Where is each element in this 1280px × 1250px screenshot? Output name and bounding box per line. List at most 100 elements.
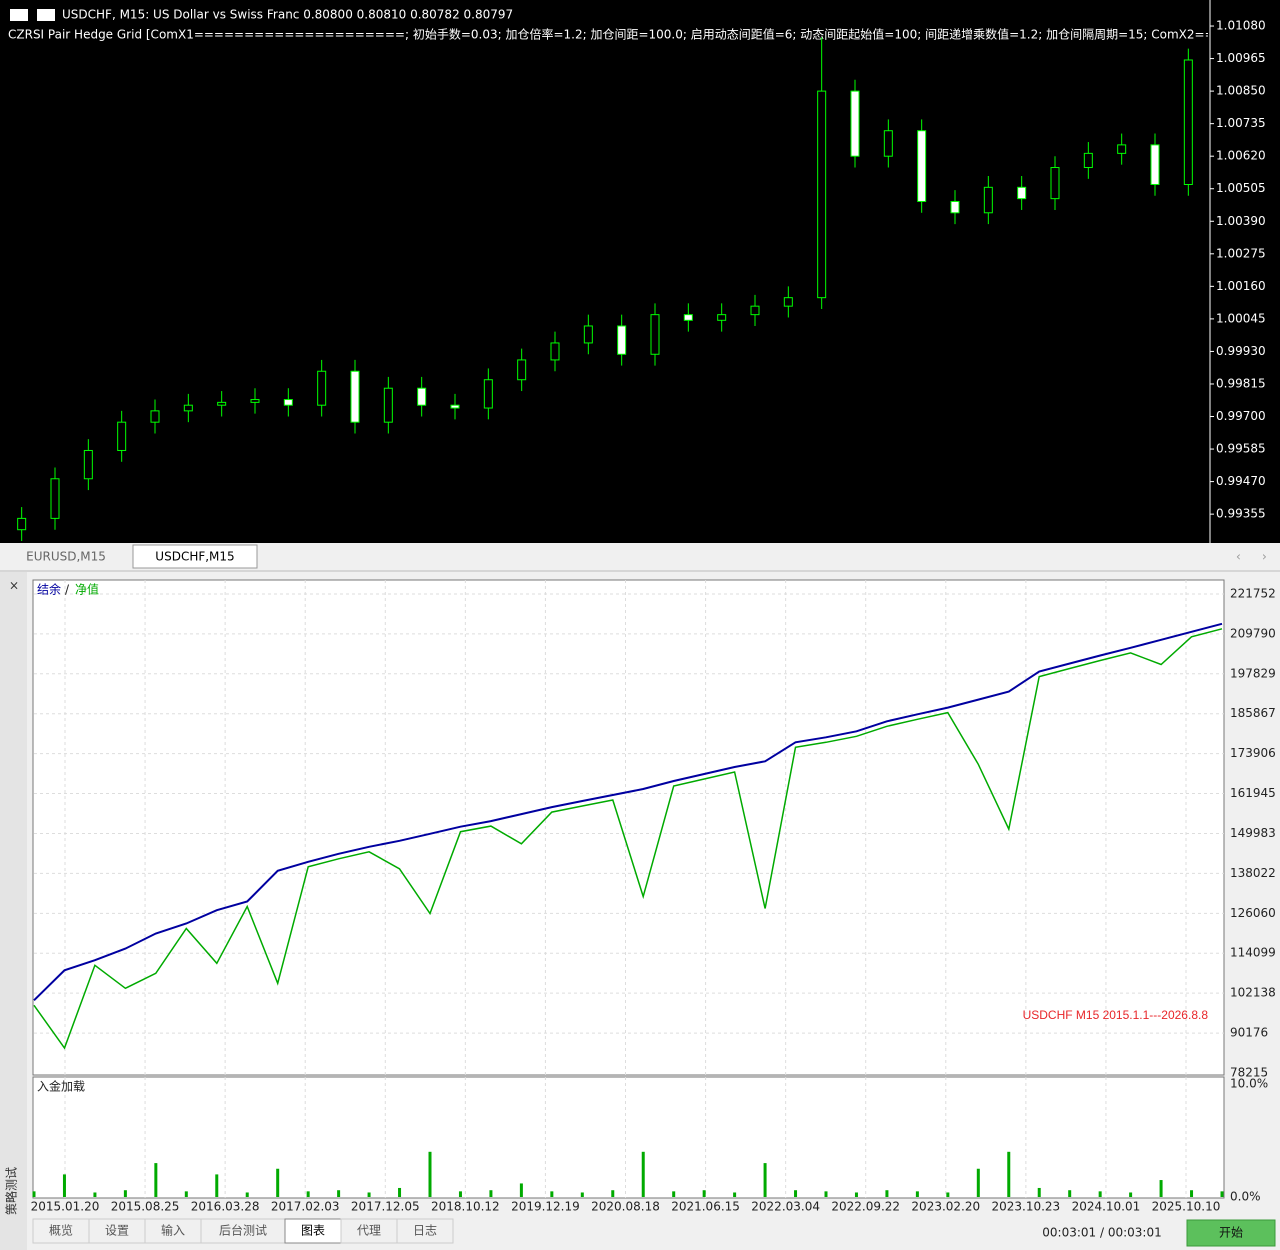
tester-tab-bg[interactable] [144, 1218, 202, 1244]
equity-chart-bg [32, 579, 1225, 1076]
candle-body [817, 90, 827, 299]
y-tick-label: 0.99700 [1216, 409, 1266, 423]
close-button[interactable]: × [9, 579, 19, 593]
tester-tab[interactable]: 图表 [301, 1224, 325, 1238]
bar [62, 1174, 66, 1197]
scroll-right[interactable]: › [1262, 550, 1267, 564]
x-tick-label: 2018.10.12 [431, 1200, 500, 1214]
bar [154, 1163, 158, 1197]
load-chart-bg [32, 1076, 1225, 1199]
elapsed-time: 00:03:01 / 00:03:01 [1042, 1226, 1161, 1240]
bar [367, 1192, 371, 1197]
bar [763, 1163, 767, 1197]
bar [1007, 1151, 1011, 1197]
y-tick-label: 1.00850 [1216, 84, 1266, 98]
candle-body [617, 325, 627, 355]
candle-body [117, 421, 127, 451]
y-tick-label: 90176 [1230, 1026, 1268, 1040]
price-chart-bg [0, 0, 1280, 543]
side-strip [0, 572, 27, 1250]
tester-tab[interactable]: 日志 [413, 1224, 437, 1238]
candle-body [750, 305, 760, 316]
candle-body [850, 90, 860, 157]
bar [337, 1190, 341, 1197]
start-button-bg[interactable] [1186, 1219, 1276, 1247]
bar [1098, 1191, 1102, 1197]
candle-body [17, 517, 27, 531]
candle-body [250, 399, 260, 403]
y-tick-label: 1.00160 [1216, 279, 1266, 293]
bar [976, 1168, 980, 1197]
y-tick-label: 197829 [1230, 666, 1276, 680]
candle-body [217, 401, 227, 406]
tester-tab[interactable]: 概览 [49, 1223, 73, 1238]
bar [458, 1191, 462, 1197]
tester-tab[interactable]: 代理 [357, 1224, 381, 1238]
x-tick-label: 2017.12.05 [351, 1200, 420, 1214]
bar [276, 1168, 280, 1197]
bar [550, 1191, 554, 1197]
tester-tab-bg[interactable] [284, 1218, 342, 1244]
x-tick-label: 2016.03.28 [191, 1200, 260, 1214]
candle-body [683, 314, 693, 321]
candle-body [983, 186, 993, 214]
candle-body [783, 297, 793, 307]
y-tick-label: 161945 [1230, 786, 1276, 800]
y-tick-label: 1.00620 [1216, 149, 1266, 163]
tester-tab-bg[interactable] [396, 1218, 454, 1244]
x-tick-label: 2022.03.04 [751, 1200, 820, 1214]
tester-tab[interactable]: 输入 [161, 1223, 185, 1238]
bar [611, 1190, 615, 1197]
y-tick-label: 0.99930 [1216, 344, 1266, 358]
start-button[interactable]: 开始 [1219, 1226, 1243, 1240]
series-line [33, 622, 1223, 1002]
candle-body [1050, 167, 1060, 200]
candle-body [317, 370, 327, 406]
scroll-left[interactable]: ‹ [1236, 550, 1241, 564]
bar [1190, 1190, 1194, 1197]
y-tick-label: 173906 [1230, 746, 1276, 760]
x-tick-label: 2019.12.19 [511, 1200, 580, 1214]
bar [915, 1191, 919, 1197]
legend-entry: 结余 [37, 582, 61, 597]
tab-active[interactable] [132, 544, 258, 569]
bar [398, 1187, 402, 1197]
bar [123, 1190, 127, 1197]
candle-body [283, 399, 293, 406]
tester-tab-bg[interactable] [200, 1218, 286, 1244]
candle-body [417, 387, 427, 406]
bar [93, 1192, 97, 1197]
candle-body [483, 379, 493, 409]
x-tick-label: 2017.02.03 [271, 1200, 340, 1214]
candle-body [517, 359, 527, 381]
tester-tab-bg[interactable] [88, 1218, 146, 1244]
candle-body [1183, 59, 1193, 185]
bar [1037, 1187, 1041, 1197]
chart-tab[interactable]: USDCHF,M15 [155, 550, 234, 564]
bar [1068, 1190, 1072, 1197]
bar [794, 1190, 798, 1197]
y-tick-label: 10.0% [1230, 1077, 1268, 1091]
tester-tab[interactable]: 后台测试 [219, 1223, 267, 1238]
y-tick-label: 1.00045 [1216, 311, 1266, 325]
x-tick-label: 2023.02.20 [911, 1200, 980, 1214]
chart-tab[interactable]: EURUSD,M15 [26, 550, 106, 564]
y-tick-label: 0.99585 [1216, 442, 1266, 456]
x-tick-label: 2015.01.20 [31, 1200, 100, 1214]
bar [1220, 1191, 1224, 1197]
bar [946, 1192, 950, 1197]
bar [1129, 1192, 1133, 1197]
y-tick-label: 1.00735 [1216, 116, 1266, 130]
annotation: USDCHF M15 2015.1.1---2026.8.8 [1023, 1008, 1209, 1022]
candle-body [50, 478, 60, 519]
bar [885, 1190, 889, 1197]
candle-body [717, 314, 727, 321]
tester-tab[interactable]: 设置 [105, 1224, 129, 1238]
bar [519, 1183, 523, 1197]
y-tick-label: 102138 [1230, 986, 1276, 1000]
chart-icon [37, 9, 55, 21]
y-tick-label: 1.00390 [1216, 214, 1266, 228]
tester-tab-bg[interactable] [32, 1218, 90, 1244]
candle-body [1017, 186, 1027, 200]
bar [245, 1192, 249, 1197]
